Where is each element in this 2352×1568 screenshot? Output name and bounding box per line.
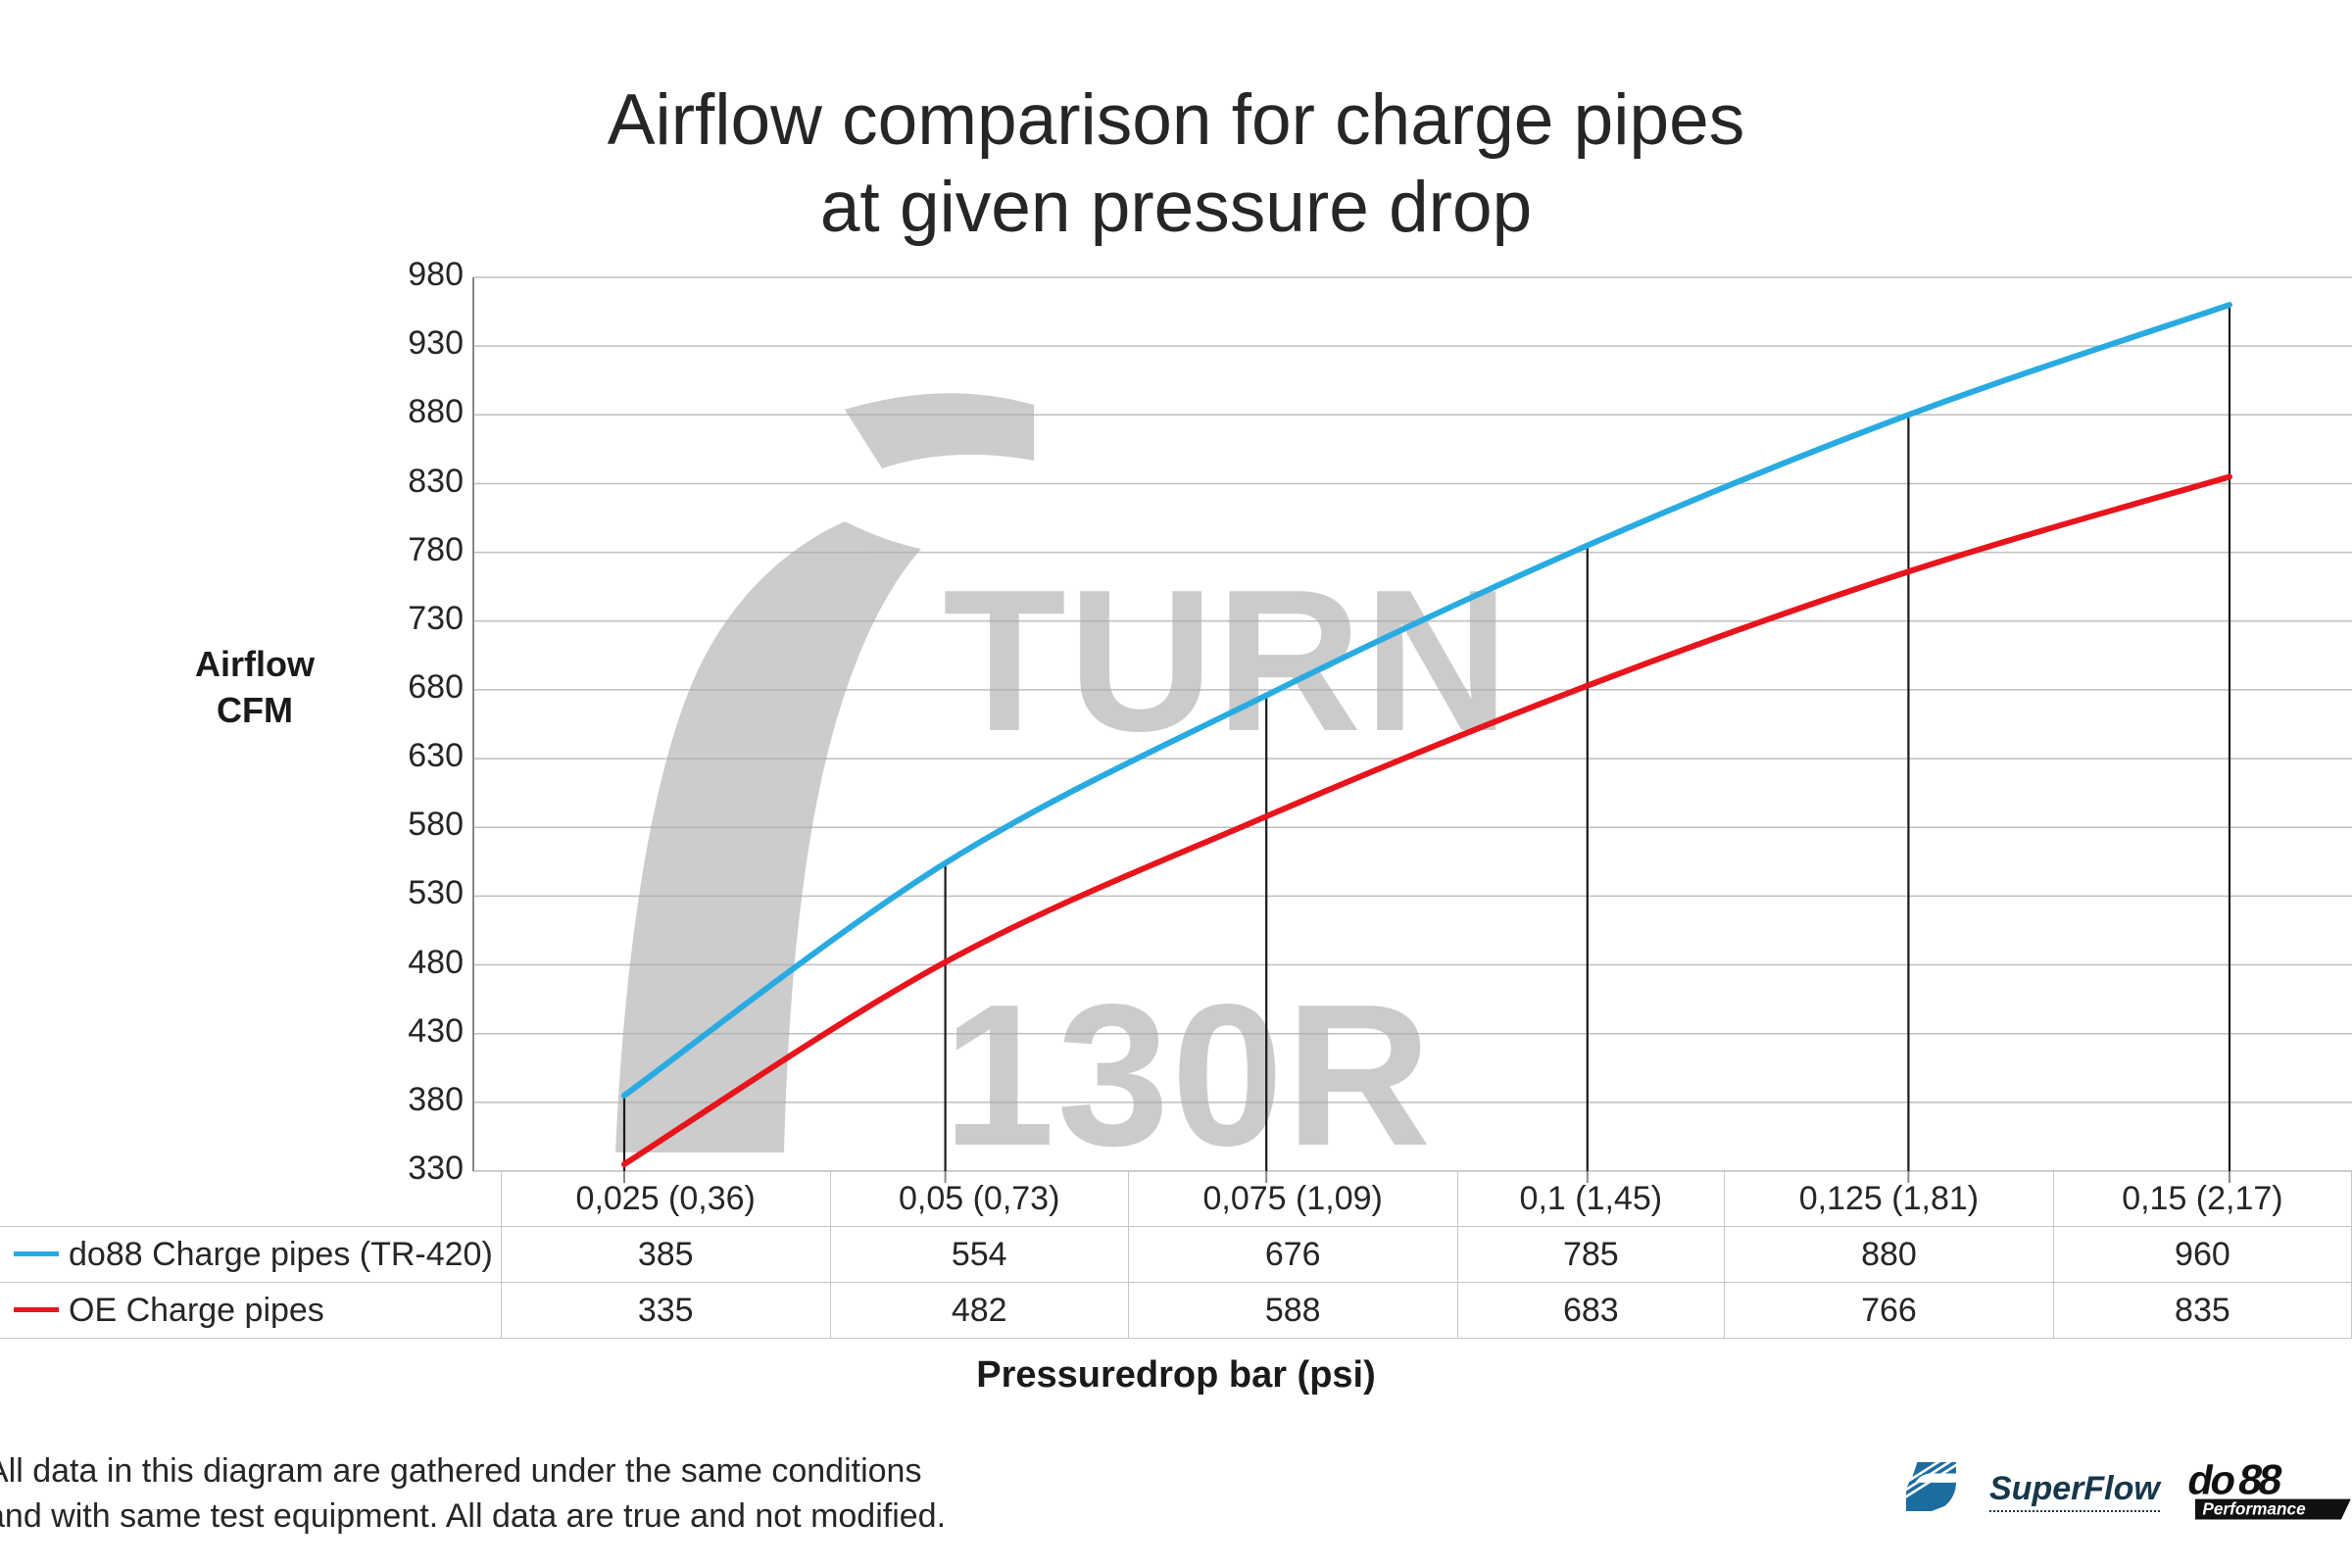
svg-text:do: do [2184,1457,2239,1503]
svg-text:88: 88 [2234,1457,2284,1504]
svg-text:Performance: Performance [2202,1499,2306,1519]
svg-text:130R: 130R [943,962,1433,1188]
svg-text:TURN: TURN [943,548,1511,773]
